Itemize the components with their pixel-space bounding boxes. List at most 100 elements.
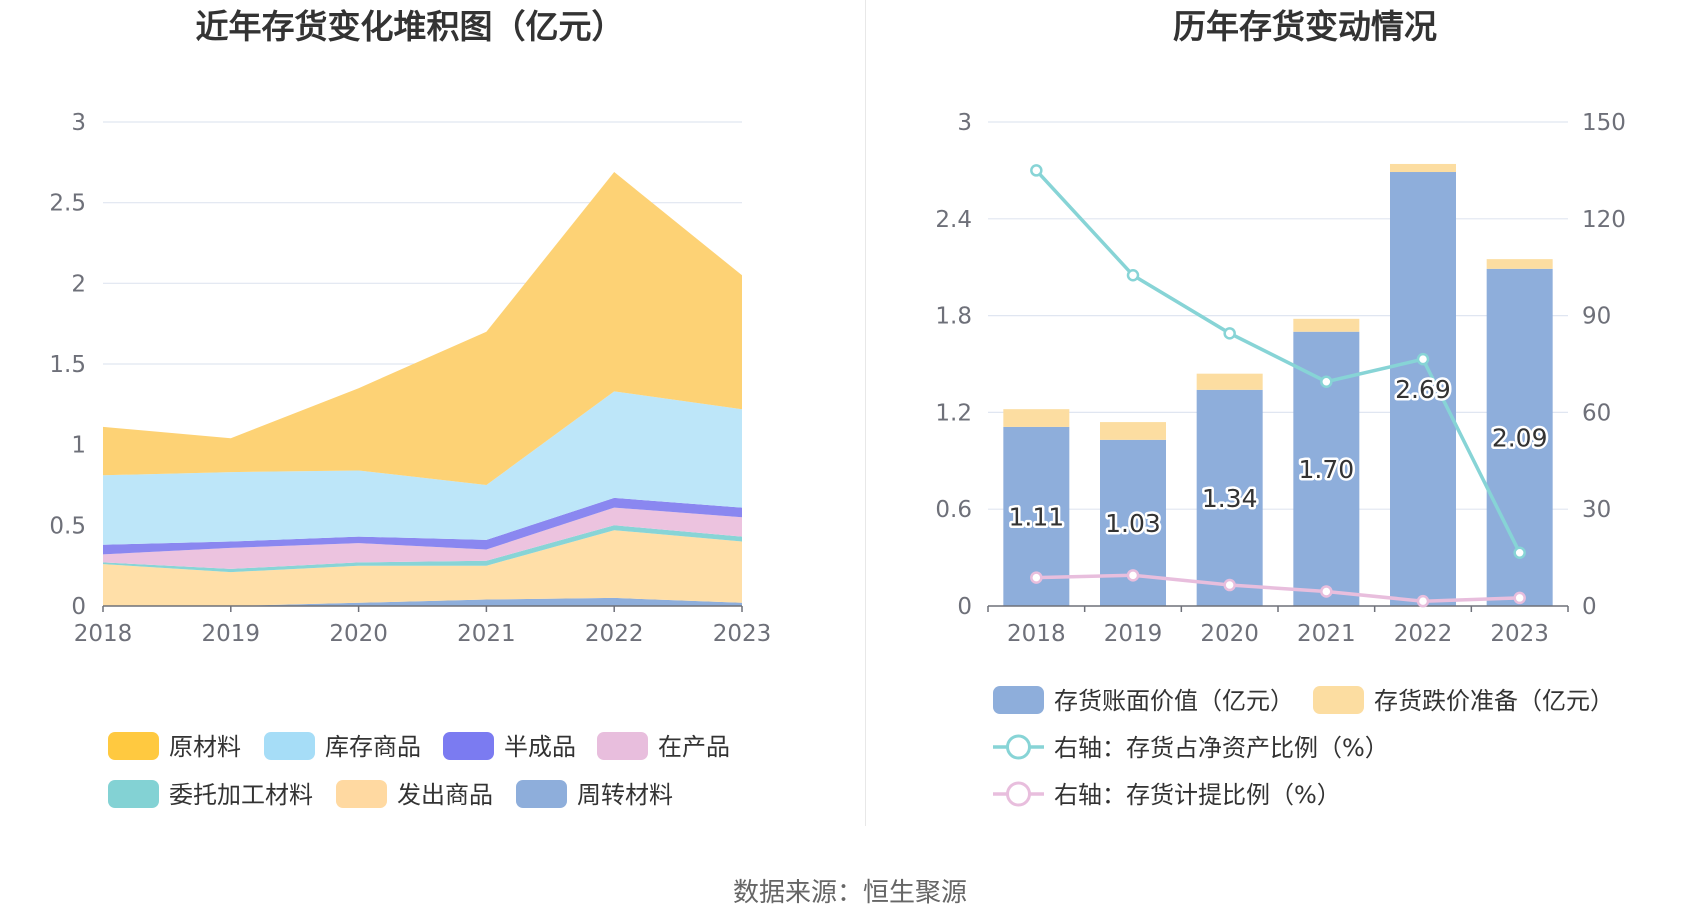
y-tick-label: 2: [71, 271, 86, 297]
x-tick-label: 2020: [1200, 621, 1259, 647]
bar-value-label: 2.69: [1395, 375, 1451, 404]
y-tick-label: 0.6: [935, 497, 972, 523]
x-tick-label: 2021: [457, 621, 516, 647]
legend-label: 委托加工材料: [169, 781, 313, 809]
x-tick-label: 2021: [1297, 621, 1356, 647]
legend-swatch: [108, 732, 159, 760]
y2-tick-label: 120: [1582, 207, 1626, 233]
y-tick-label: 1.8: [935, 304, 972, 330]
line-右轴：存货计提比例（%）: [1036, 573, 1520, 603]
y-tick-label: 1.5: [49, 352, 86, 378]
x-tick-label: 2018: [74, 621, 133, 647]
line-point: [1320, 375, 1333, 388]
bar-value-label: 1.03: [1105, 509, 1161, 538]
y-tick-label: 0: [957, 594, 972, 620]
bar-impairment-reserve: [1293, 318, 1360, 332]
legend-swatch: [1313, 686, 1364, 714]
area-在产品: [103, 507, 742, 569]
bar-value-label: 2.09: [1492, 423, 1548, 452]
y2-tick-label: 60: [1582, 400, 1611, 426]
x-tick-label: 2023: [713, 621, 772, 647]
bar-value-label: 1.70: [1298, 455, 1354, 484]
legend-label: 右轴：存货占净资产比例（%）: [1054, 734, 1389, 762]
area-发出商品: [103, 530, 742, 606]
x-tick-label: 2018: [1007, 621, 1066, 647]
y2-tick-label: 90: [1582, 304, 1611, 330]
y-tick-label: 2.5: [49, 191, 86, 217]
legend-label: 发出商品: [397, 781, 493, 809]
legend-swatch: [264, 732, 315, 760]
x-tick-label: 2023: [1490, 621, 1549, 647]
x-tick-label: 2022: [585, 621, 644, 647]
legend-swatch: [993, 686, 1044, 714]
bar-value-label: 1.34: [1202, 484, 1258, 513]
y-tick-label: 1.2: [935, 400, 972, 426]
legend-label: 周转材料: [577, 781, 673, 809]
bar-value-halo: 2.69: [1395, 375, 1451, 404]
line-point: [1126, 569, 1140, 582]
bar-impairment-reserve: [1196, 373, 1263, 390]
legend-swatch: [516, 780, 567, 808]
y2-tick-label: 0: [1582, 594, 1597, 620]
line-point: [1223, 578, 1236, 592]
y-tick-label: 0.5: [49, 513, 86, 539]
area-周转材料: [103, 597, 742, 606]
bar-value-halo: 1.03: [1105, 509, 1161, 538]
stacked-area-chart: 近年存货变化堆积图（亿元） 0 0.5 1 1.5 2 2.5 3 2018 2019 2020 20…: [49, 7, 772, 809]
legend-label: 库存商品: [325, 733, 421, 761]
y-tick-label: 1: [71, 433, 86, 459]
area-库存商品: [103, 391, 742, 545]
legend-label: 在产品: [658, 733, 730, 761]
panel-divider: [865, 0, 866, 826]
line-point: [1416, 352, 1430, 366]
area-委托加工材料: [103, 525, 742, 573]
y-tick-label: 2.4: [935, 207, 972, 233]
legend-swatch: [443, 732, 494, 760]
line-point: [1030, 571, 1043, 584]
bar-value-halo: 1.11: [1008, 502, 1064, 531]
y2-tick-label: 150: [1582, 110, 1626, 136]
legend-swatch: [336, 780, 387, 808]
legend-label: 存货跌价准备（亿元）: [1374, 687, 1614, 715]
bar-value-halo: 1.34: [1202, 484, 1258, 513]
chart-title-left: 近年存货变化堆积图（亿元）: [196, 7, 625, 46]
legend-marker: [1006, 781, 1031, 807]
legend-marker: [1006, 734, 1031, 760]
bar-book-value: [1196, 389, 1263, 606]
chart-title-right: 历年存货变动情况: [1173, 7, 1437, 46]
legend-label: 原材料: [169, 733, 241, 761]
line-右轴：存货占净资产比例（%）: [1035, 169, 1522, 554]
line-point: [1513, 591, 1526, 605]
line-point: [1416, 594, 1430, 608]
bar-value-halo: 1.70: [1298, 455, 1354, 484]
bar-impairment-reserve: [1003, 409, 1070, 427]
x-tick-label: 2019: [1104, 621, 1163, 647]
legend-label: 半成品: [504, 733, 576, 761]
y-tick-label: 0: [71, 594, 86, 620]
area-半成品: [103, 497, 742, 555]
y-tick-label: 3: [957, 110, 972, 136]
bar-impairment-reserve: [1100, 422, 1166, 440]
x-tick-label: 2020: [329, 621, 388, 647]
bar-book-value: [1390, 172, 1456, 606]
legend-label: 右轴：存货计提比例（%）: [1054, 781, 1341, 809]
bar-value-label: 1.11: [1008, 502, 1064, 531]
line-point: [1223, 327, 1236, 340]
area-原材料: [103, 172, 742, 485]
x-tick-label: 2022: [1394, 621, 1453, 647]
legend-label: 存货账面价值（亿元）: [1054, 687, 1294, 715]
bar-impairment-reserve: [1486, 259, 1553, 269]
x-tick-label: 2019: [202, 621, 261, 647]
line-point: [1126, 269, 1140, 282]
bar-value-halo: 2.09: [1492, 423, 1548, 452]
y2-tick-label: 30: [1582, 497, 1611, 523]
legend-swatch: [597, 732, 648, 760]
line-point: [1513, 546, 1526, 560]
legend-swatch: [108, 780, 159, 808]
data-source-note: 数据来源：恒生聚源: [732, 878, 967, 908]
line-point: [1320, 585, 1333, 598]
y-tick-label: 3: [71, 110, 86, 136]
bar-impairment-reserve: [1390, 163, 1456, 173]
